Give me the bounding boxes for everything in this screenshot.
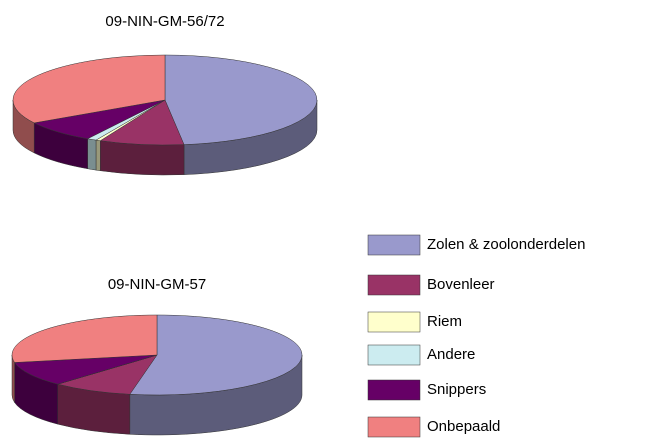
pie-side xyxy=(95,139,101,172)
legend-label: Onbepaald xyxy=(427,418,500,435)
pie-side xyxy=(87,138,97,171)
pie-slice xyxy=(129,314,303,396)
legend-swatch xyxy=(367,274,421,296)
pie-side xyxy=(100,140,185,176)
chart-title: 09-NIN-GM-57 xyxy=(108,276,206,293)
pie-slice xyxy=(164,54,318,145)
chart-title: 09-NIN-GM-56/72 xyxy=(105,13,224,30)
pie-slice xyxy=(56,354,158,395)
legend-label: Riem xyxy=(427,313,462,330)
legend-label: Bovenleer xyxy=(427,276,495,293)
legend-label: Zolen & zoolonderdelen xyxy=(427,236,585,253)
legend-label: Snippers xyxy=(427,381,486,398)
pie-slice xyxy=(11,314,158,363)
pie-slice xyxy=(99,99,185,146)
legend-swatch xyxy=(367,416,421,438)
pie-slice xyxy=(14,354,158,385)
legend-swatch xyxy=(367,234,421,256)
legend-label: Andere xyxy=(427,346,475,363)
legend-swatch xyxy=(367,344,421,366)
legend-swatch xyxy=(367,379,421,401)
legend-swatch xyxy=(367,311,421,333)
pie-slice xyxy=(12,54,166,124)
